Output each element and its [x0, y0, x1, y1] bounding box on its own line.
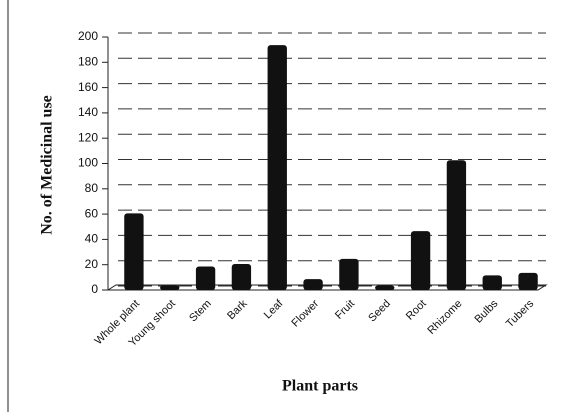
x-tick-label: Leaf [262, 297, 286, 321]
y-tick-label: 60 [85, 206, 99, 220]
y-tick-label: 180 [78, 54, 98, 68]
bar [410, 231, 431, 290]
x-tick-label: Fruit [333, 298, 357, 322]
x-tick-label: Tubers [504, 297, 537, 330]
bar [231, 263, 252, 290]
bar [303, 279, 323, 290]
bar [482, 275, 502, 290]
bar [446, 160, 467, 290]
y-tick-label: 20 [85, 257, 99, 271]
bar [518, 272, 538, 290]
y-tick-label: 0 [91, 282, 98, 296]
x-tick-label: Bark [225, 297, 250, 322]
y-tick-label: 80 [85, 181, 99, 195]
x-tick-label: Stem [187, 298, 214, 325]
bar [160, 285, 180, 290]
y-tick-label: 120 [78, 130, 98, 144]
y-tick-label: 100 [78, 156, 98, 170]
x-tick-label: Bulbs [472, 297, 500, 325]
y-tick-label: 160 [78, 80, 98, 94]
x-tick-label: Flower [289, 297, 321, 329]
y-tick-label: 140 [78, 105, 98, 119]
x-axis-title: Plant parts [282, 378, 358, 395]
y-axis-title: No. of Medicinal use [39, 95, 56, 235]
floor [106, 284, 548, 291]
x-tick-label: Rhizome [425, 298, 464, 337]
y-tick-label: 200 [78, 29, 98, 43]
bar [195, 266, 216, 290]
x-tick-label: Root [404, 298, 429, 323]
bar [124, 213, 144, 290]
y-tick-label: 40 [85, 232, 99, 246]
bar [267, 45, 287, 291]
bar [375, 285, 395, 290]
bar [339, 258, 359, 290]
x-tick-label: Seed [366, 298, 393, 325]
